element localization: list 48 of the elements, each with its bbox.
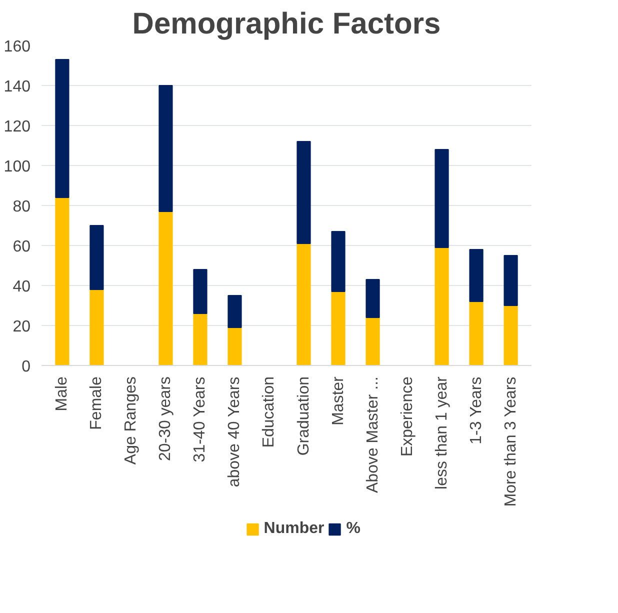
bar	[504, 305, 518, 366]
legend-label: %	[346, 520, 362, 538]
y-tick-label: 20	[12, 318, 31, 336]
y-tick-label: 0	[22, 358, 31, 376]
bar	[504, 255, 518, 306]
y-tick-label: 120	[4, 118, 31, 136]
x-tick-label: 31-40 Years	[192, 376, 209, 462]
bar	[55, 197, 70, 366]
bar	[434, 247, 449, 366]
y-tick-label: 80	[12, 198, 31, 216]
y-tick-label: 140	[4, 78, 31, 96]
bar	[193, 269, 208, 314]
chart-title: Demographic Factors	[132, 8, 441, 40]
legend-label: Number	[264, 520, 324, 538]
y-tick-label: 160	[4, 38, 31, 56]
x-tick-label: Age Ranges	[122, 376, 140, 465]
bar	[228, 327, 242, 366]
x-tick-label: Master	[330, 376, 347, 426]
bar	[55, 59, 70, 198]
x-tick-label: Education	[260, 376, 278, 448]
y-tick-label: 40	[12, 278, 31, 296]
bar	[90, 225, 104, 290]
x-tick-label: less than 1 year	[433, 376, 450, 490]
x-tick-label: 20-30 years	[157, 376, 174, 461]
x-tick-label: Female	[88, 376, 106, 430]
bar	[469, 301, 484, 366]
bar	[228, 295, 242, 328]
bar	[366, 317, 380, 366]
y-tick-label: 60	[12, 238, 31, 256]
x-tick-label: Experience	[398, 376, 416, 457]
x-tick-label: Above Master ...	[364, 376, 382, 493]
x-tick-label: Male	[54, 376, 71, 412]
bar	[296, 141, 311, 244]
y-tick-label: 100	[4, 158, 31, 176]
x-tick-label: above 40 Years	[226, 376, 244, 488]
bar	[90, 289, 104, 366]
bar	[331, 231, 346, 292]
x-tick-label: More than 3 Years	[502, 376, 520, 507]
x-tick-label: 1-3 Years	[468, 376, 485, 444]
bar	[158, 211, 173, 366]
bar	[434, 149, 449, 248]
bar	[331, 291, 346, 366]
bar	[366, 279, 380, 318]
bar	[296, 243, 311, 366]
x-tick-label: Graduation	[295, 376, 312, 456]
bar	[193, 313, 208, 366]
bar	[158, 85, 173, 212]
bar	[469, 249, 484, 302]
